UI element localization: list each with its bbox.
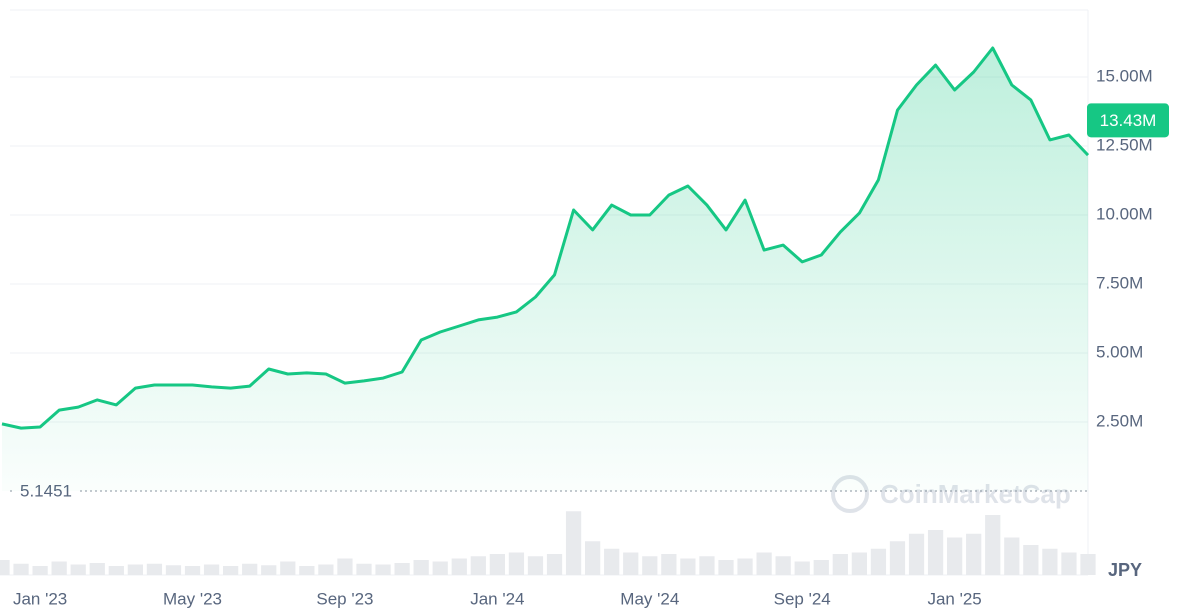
volume-bar	[70, 564, 86, 575]
volume-bar	[661, 554, 677, 575]
volume-bar	[1042, 548, 1058, 575]
volume-bar	[699, 556, 715, 575]
volume-bar	[127, 564, 143, 575]
volume-bar	[242, 563, 258, 575]
volume-bar	[870, 548, 887, 575]
volume-bar	[203, 564, 220, 575]
volume-bar	[585, 541, 601, 575]
volume-bar	[775, 556, 791, 575]
volume-bar	[756, 552, 772, 575]
volume-bar	[451, 558, 467, 575]
x-tick-label: May '23	[163, 589, 222, 608]
x-tick-label: Jan '24	[470, 589, 524, 608]
volume-bar	[394, 563, 410, 575]
volume-bar	[413, 560, 429, 575]
volume-bar	[718, 560, 734, 575]
volume-bar	[280, 561, 296, 575]
volume-bar	[927, 530, 944, 575]
area-fill	[2, 48, 1088, 491]
volume-bar	[832, 554, 848, 575]
volume-bar	[1023, 545, 1039, 575]
volume-bar	[318, 564, 334, 575]
volume-bar	[623, 552, 639, 575]
volume-bar	[223, 566, 239, 575]
volume-bar	[889, 541, 906, 575]
volume-bar	[1061, 552, 1077, 575]
volume-bar	[51, 561, 67, 575]
volume-bar	[165, 565, 182, 575]
volume-bar	[680, 558, 696, 575]
y-tick-label: 5.00M	[1096, 342, 1143, 361]
volume-bar	[642, 556, 658, 575]
volume-bar	[1004, 537, 1020, 575]
volume-bar	[546, 554, 563, 575]
y-tick-label: 2.50M	[1096, 411, 1143, 430]
volume-bar	[985, 515, 1001, 575]
volume-bar	[489, 554, 505, 575]
volume-bar	[565, 511, 582, 575]
price-tag	[1087, 103, 1169, 138]
volume-bar	[527, 556, 544, 575]
volume-bar	[1080, 554, 1096, 575]
volume-bar	[299, 566, 315, 575]
volume-bar	[604, 548, 620, 575]
volume-bar	[89, 563, 105, 575]
x-tick-label: Jan '25	[927, 589, 981, 608]
x-tick-label: Sep '23	[316, 589, 373, 608]
volume-bar	[146, 563, 163, 575]
volume-bar	[737, 558, 753, 575]
volume-bar	[508, 552, 525, 575]
volume-bar	[947, 537, 963, 575]
y-tick-label: 15.00M	[1096, 66, 1153, 85]
x-tick-label: Sep '24	[774, 589, 831, 608]
price-tag-label: 13.43M	[1100, 111, 1157, 130]
volume-bar	[966, 533, 982, 575]
x-tick-label: May '24	[620, 589, 679, 608]
volume-bar	[794, 561, 810, 575]
y-tick-label: 7.50M	[1096, 273, 1143, 292]
y-tick-label: 10.00M	[1096, 204, 1153, 223]
currency-label: JPY	[1108, 560, 1142, 580]
volume-bar	[337, 558, 353, 575]
volume-bar	[432, 561, 448, 575]
volume-bar	[375, 564, 391, 575]
volume-bar	[851, 552, 867, 575]
volume-bar	[813, 560, 829, 575]
volume-bar	[261, 565, 277, 575]
volume-bar	[0, 560, 10, 575]
volume-bar	[356, 563, 372, 575]
volume-bar	[13, 563, 29, 575]
price-line	[1, 46, 1090, 430]
volume-bar	[470, 556, 486, 575]
volume-bar	[908, 533, 925, 575]
volume-bar	[184, 566, 201, 575]
volume-bar	[32, 566, 48, 575]
volume-bar	[108, 566, 124, 575]
y-tick-label: 12.50M	[1096, 135, 1153, 154]
x-tick-label: Jan '23	[13, 589, 67, 608]
